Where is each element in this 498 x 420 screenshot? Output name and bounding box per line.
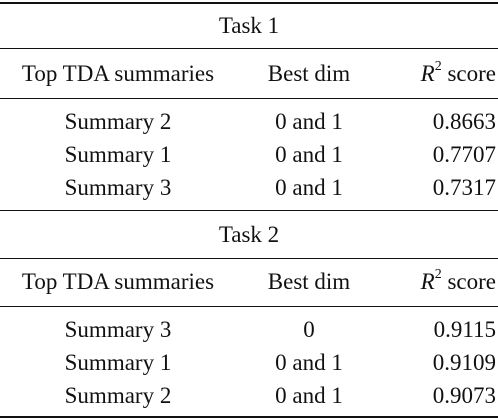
table-row-summary: Summary 2 bbox=[64, 383, 172, 408]
table-row-score: 0.9109 bbox=[432, 350, 496, 375]
r-superscript: 2 bbox=[434, 267, 442, 283]
table-row-score: 0.7317 bbox=[432, 175, 496, 200]
table-row-score: 0.7707 bbox=[432, 142, 496, 167]
table-row-summary: Summary 1 bbox=[64, 350, 172, 375]
table-row-summary: Summary 3 bbox=[64, 317, 172, 342]
header-rule-task-2 bbox=[0, 306, 498, 307]
table-row-summary: Summary 3 bbox=[64, 175, 172, 200]
table-row-dim: 0 and 1 bbox=[275, 109, 343, 134]
table-row-summary: Summary 1 bbox=[64, 142, 172, 167]
table-row-score: 0.9073 bbox=[432, 383, 496, 408]
table-row-dim: 0 and 1 bbox=[275, 142, 343, 167]
score-word: score bbox=[447, 61, 496, 86]
table-row-dim: 0 and 1 bbox=[275, 383, 343, 408]
table-row-dim: 0 and 1 bbox=[275, 175, 343, 200]
table-row-score: 0.8663 bbox=[432, 109, 496, 134]
r-superscript: 2 bbox=[434, 59, 442, 75]
header-best-dim: Best dim bbox=[267, 61, 351, 86]
header-top-tda-summaries: Top TDA summaries bbox=[21, 61, 215, 86]
header-top-tda-summaries: Top TDA summaries bbox=[21, 269, 215, 294]
section-title-task-1: Task 1 bbox=[218, 13, 280, 38]
score-word: score bbox=[447, 269, 496, 294]
table-row-dim: 0 bbox=[303, 317, 315, 342]
r-symbol: R bbox=[420, 269, 435, 294]
header-r2-score: R2 score bbox=[378, 268, 496, 296]
r-symbol: R bbox=[420, 61, 435, 86]
table-row-dim: 0 and 1 bbox=[275, 350, 343, 375]
header-best-dim: Best dim bbox=[267, 269, 351, 294]
table-row-summary: Summary 2 bbox=[64, 109, 172, 134]
title-rule-task-1 bbox=[0, 48, 498, 49]
bottom-rule bbox=[0, 416, 498, 418]
title-rule-task-2 bbox=[0, 258, 498, 259]
header-rule-task-1 bbox=[0, 98, 498, 99]
section-title-task-2: Task 2 bbox=[218, 222, 280, 247]
header-r2-score: R2 score bbox=[378, 60, 496, 88]
section-divider bbox=[0, 210, 498, 211]
table-row-score: 0.9115 bbox=[433, 317, 496, 342]
top-rule bbox=[0, 2, 498, 4]
